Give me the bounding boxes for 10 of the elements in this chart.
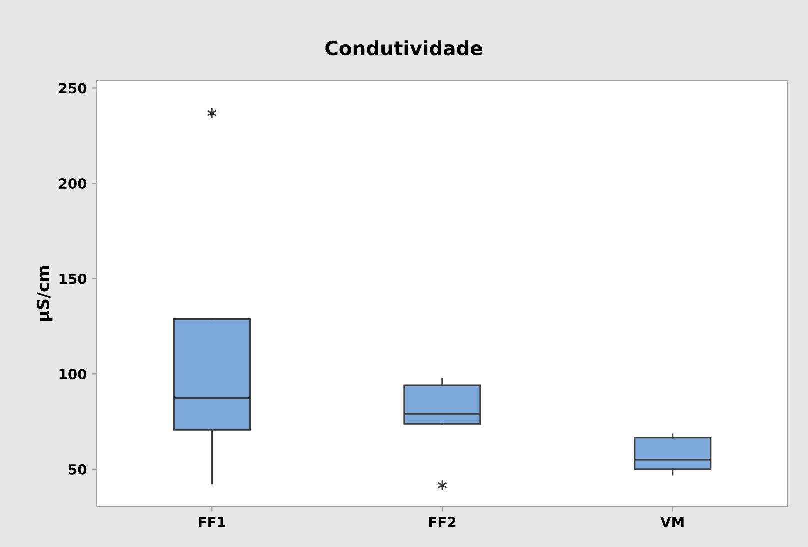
y-tick-label: 200 xyxy=(59,178,87,190)
chart-title: Condutividade xyxy=(326,40,482,56)
y-axis-title: µS/cm xyxy=(36,266,53,322)
y-tick-label: 50 xyxy=(69,464,87,475)
x-tick-label: FF1 xyxy=(199,517,226,528)
y-tick-label: 250 xyxy=(59,83,87,94)
y-tick-label: 150 xyxy=(60,274,87,284)
x-tick-label: FF2 xyxy=(429,516,456,528)
y-tick-label: 100 xyxy=(60,369,87,380)
x-tick-label: VM xyxy=(660,517,684,528)
